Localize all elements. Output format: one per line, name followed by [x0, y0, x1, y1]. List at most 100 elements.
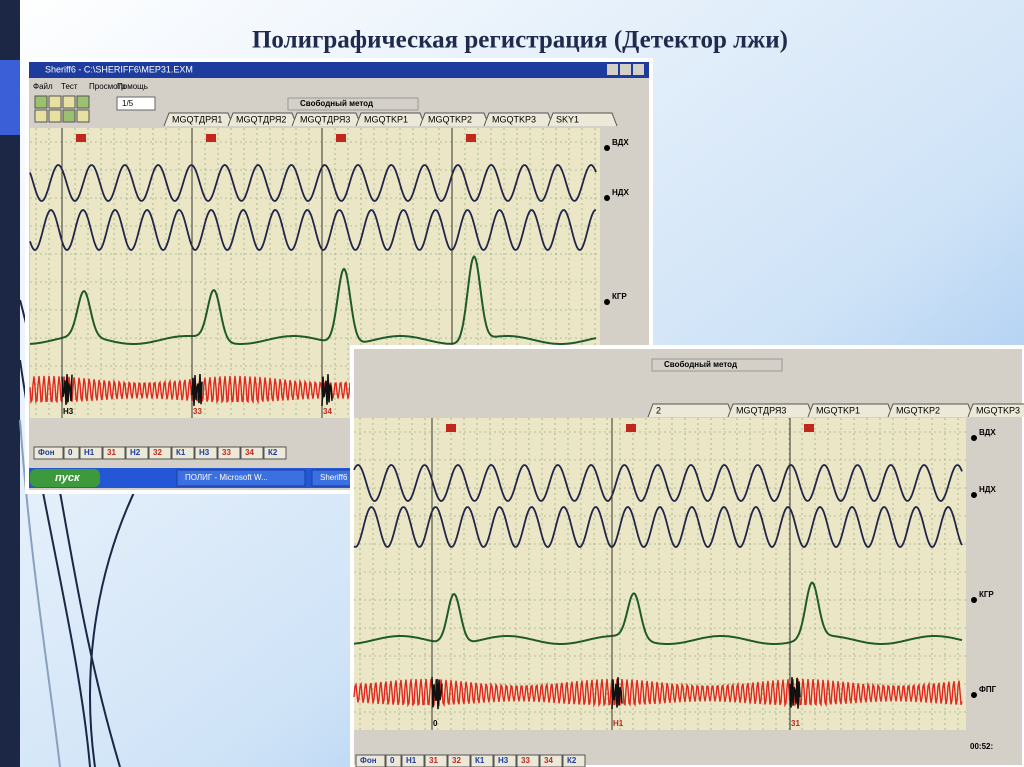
decor-line [19, 419, 61, 767]
marker-flag [626, 424, 636, 432]
menu-item[interactable]: Просмотр [89, 82, 126, 91]
side-accent [0, 60, 20, 135]
tab-label: MGQTKP3 [976, 405, 1020, 415]
tab-label: MGQTKP3 [492, 114, 536, 124]
bottom-tab[interactable] [148, 446, 172, 460]
respiration-lower [29, 209, 597, 251]
menu-item[interactable]: Тест [61, 82, 78, 91]
bottom-tab[interactable] [562, 754, 586, 767]
bottom-tab-label: Н3 [498, 756, 509, 765]
channel-label: НДХ [979, 485, 996, 494]
tab-label: MGQTДРЯ1 [172, 114, 222, 124]
window-button[interactable] [607, 64, 618, 75]
bottom-tab-label: 31 [107, 448, 116, 457]
window-button[interactable] [620, 64, 631, 75]
title-bar [29, 62, 649, 78]
bottom-tab-label: 34 [544, 756, 553, 765]
skin-response [30, 255, 597, 345]
bottom-tab-label: 34 [245, 448, 254, 457]
marker-flag [206, 134, 216, 142]
menu-item[interactable]: Файл [33, 82, 53, 91]
tab-label: MGQTKP2 [428, 114, 472, 124]
toolbar-button[interactable] [62, 109, 76, 123]
task-label: ПОЛИГ - Microsoft W... [185, 473, 268, 482]
toolbar-button[interactable] [76, 95, 90, 109]
window-button[interactable] [633, 64, 644, 75]
respiration-upper [29, 164, 597, 202]
tab[interactable] [547, 112, 618, 127]
marker-burst [611, 677, 623, 710]
bottom-tab-label: Н1 [406, 756, 417, 765]
bottom-tab[interactable] [217, 446, 241, 460]
bottom-tab[interactable] [516, 754, 540, 767]
channel-dot [971, 597, 977, 603]
plot-area [354, 418, 966, 730]
zoom-box[interactable] [116, 96, 156, 111]
tab-label: MGQTKP1 [816, 405, 860, 415]
tab-label: MGQTДРЯ2 [236, 114, 286, 124]
marker-burst [789, 677, 801, 709]
marker-label: 34 [323, 407, 332, 416]
bottom-tab[interactable] [102, 446, 126, 460]
bottom-tab-label: Фон [38, 448, 55, 457]
marker-burst [191, 373, 203, 406]
marker-burst [61, 374, 73, 405]
marker-label: Н3 [63, 407, 74, 416]
channel-dot [971, 492, 977, 498]
bottom-tab-label: К2 [268, 448, 278, 457]
plethysmogram [353, 678, 963, 708]
toolbar-button[interactable] [48, 95, 62, 109]
method-header [651, 358, 783, 372]
marker-label: 0 [433, 719, 438, 728]
marker-flag [446, 424, 456, 432]
bottom-tab[interactable] [470, 754, 494, 767]
bottom-tab[interactable] [33, 446, 64, 460]
tab-label: SKY1 [556, 114, 579, 124]
menu-item[interactable]: Помощь [117, 82, 148, 91]
bottom-tab[interactable] [447, 754, 471, 767]
bottom-tab-label: 33 [521, 756, 530, 765]
marker-label: Н1 [613, 719, 624, 728]
channel-dot [604, 299, 610, 305]
slide-title: Полиграфическая регистрация (Детектор лж… [252, 27, 788, 54]
bottom-tab[interactable] [240, 446, 264, 460]
bottom-tab-label: К1 [475, 756, 485, 765]
toolbar-button[interactable] [62, 95, 76, 109]
toolbar-button[interactable] [48, 109, 62, 123]
bottom-tab-label: 0 [68, 448, 73, 457]
method-label: Свободный метод [300, 99, 373, 108]
bottom-tab[interactable] [493, 754, 517, 767]
zoom-value: 1/5 [122, 99, 134, 108]
bottom-tab-label: К2 [567, 756, 577, 765]
channel-label: ВДХ [612, 138, 629, 147]
start-button[interactable] [30, 469, 100, 487]
tab-label: MGQTДРЯ3 [736, 405, 786, 415]
marker-burst [321, 374, 333, 407]
task-button[interactable] [176, 469, 306, 487]
bottom-tab[interactable] [424, 754, 448, 767]
window-title: Sheriff6 - C:\SHERIFF6\MEP31.EXM [45, 64, 193, 74]
bottom-tab[interactable] [125, 446, 149, 460]
bottom-tab[interactable] [194, 446, 218, 460]
channel-dot [971, 692, 977, 698]
bottom-tab[interactable] [171, 446, 195, 460]
bottom-tab[interactable] [401, 754, 425, 767]
tab[interactable] [967, 403, 1024, 418]
toolbar-button[interactable] [34, 95, 48, 109]
bottom-tab-label: Н3 [199, 448, 210, 457]
toolbar-button[interactable] [76, 109, 90, 123]
toolbar-button[interactable] [34, 109, 48, 123]
bottom-tab[interactable] [263, 446, 287, 460]
respiration-lower [353, 506, 963, 548]
channel-dot [971, 435, 977, 441]
bottom-tab[interactable] [355, 754, 386, 767]
bottom-tab-label: 33 [222, 448, 231, 457]
bottom-tab[interactable] [385, 754, 402, 767]
marker-burst [431, 677, 443, 710]
bottom-tab[interactable] [63, 446, 80, 460]
bottom-tab-label: 32 [153, 448, 162, 457]
channel-label: КГР [612, 292, 627, 301]
bottom-tab[interactable] [79, 446, 103, 460]
bottom-tab[interactable] [539, 754, 563, 767]
